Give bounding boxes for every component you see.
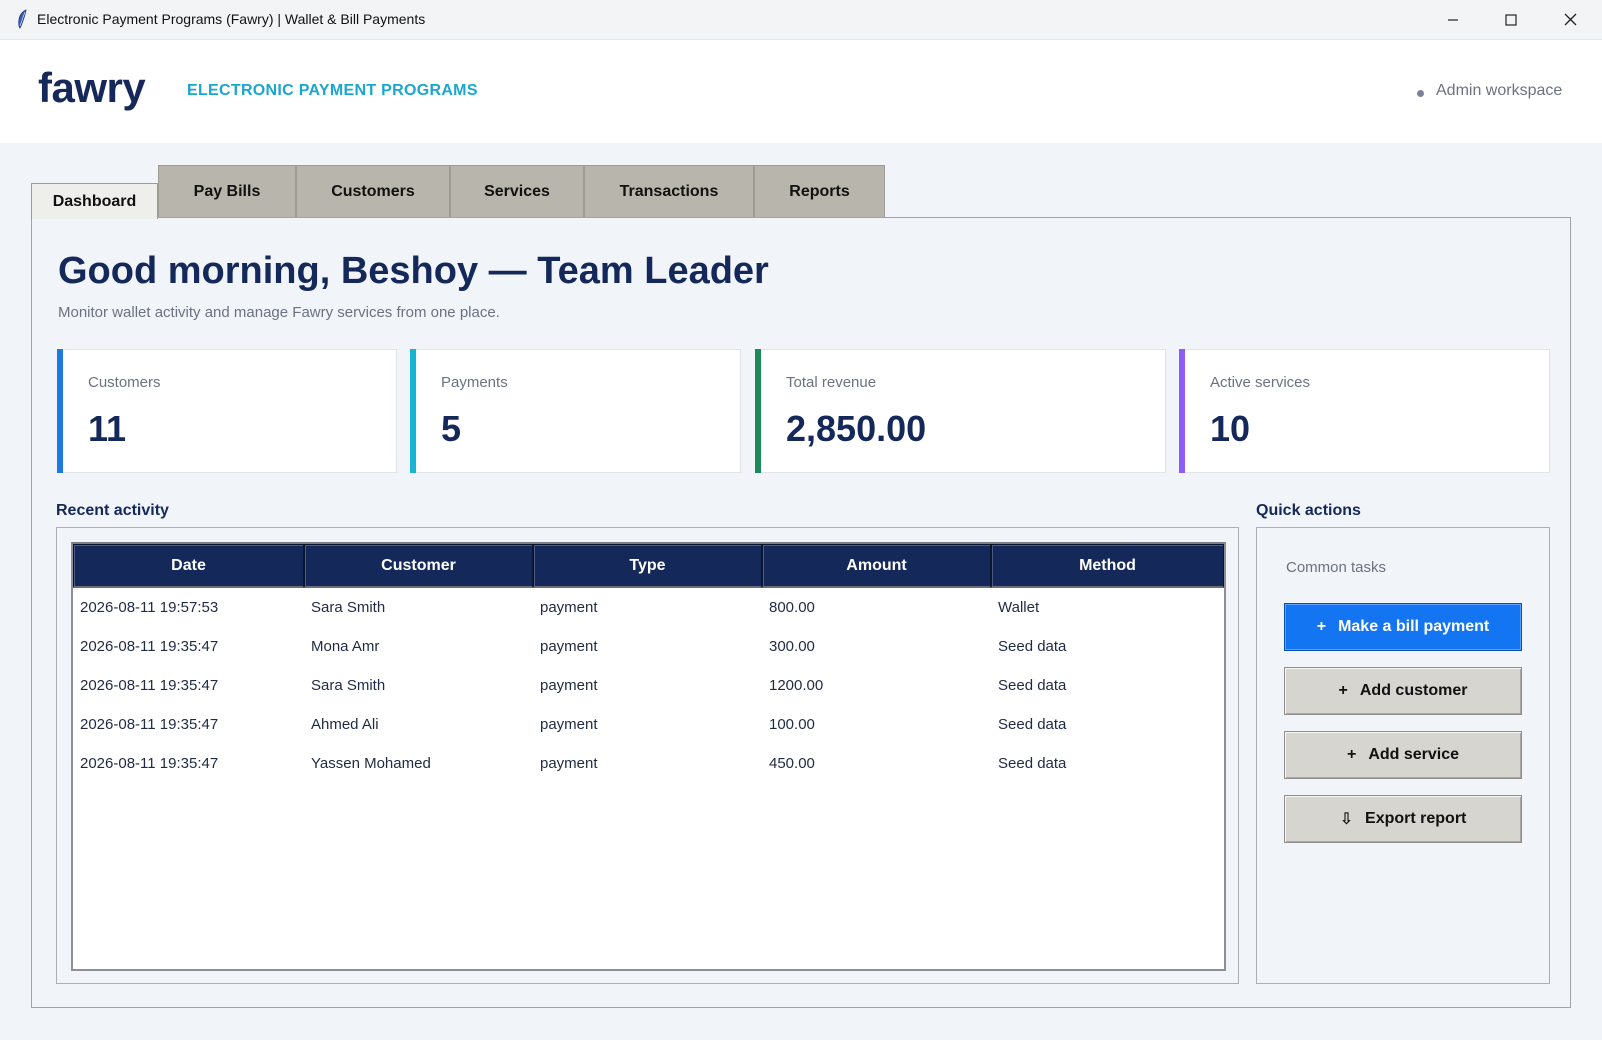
cell-method: Seed data xyxy=(998,755,1067,772)
page-subtitle: Monitor wallet activity and manage Fawry… xyxy=(58,304,500,321)
add-service-button[interactable]: + Add service xyxy=(1284,731,1522,779)
card-accent-stripe xyxy=(57,349,63,473)
cell-amount: 300.00 xyxy=(769,638,815,655)
button-label: Add service xyxy=(1368,746,1460,763)
status-dot-icon xyxy=(1417,90,1424,97)
table-row[interactable]: 2026-08-11 19:35:47 Sara Smith payment 1… xyxy=(73,666,1224,705)
cell-customer: Yassen Mohamed xyxy=(311,755,431,772)
cell-amount: 800.00 xyxy=(769,599,815,616)
quick-actions-title: Quick actions xyxy=(1256,502,1361,519)
cell-date: 2026-08-11 19:57:53 xyxy=(80,599,219,616)
table-row[interactable]: 2026-08-11 19:57:53 Sara Smith payment 8… xyxy=(73,588,1224,627)
button-label: Export report xyxy=(1365,810,1467,827)
export-report-button[interactable]: ⇩ Export report xyxy=(1284,795,1522,843)
window-titlebar: Electronic Payment Programs (Fawry) | Wa… xyxy=(0,0,1602,40)
column-header-type[interactable]: Type xyxy=(533,544,762,588)
button-label: Add customer xyxy=(1359,682,1468,699)
cell-amount: 450.00 xyxy=(769,755,815,772)
tab-pay-bills[interactable]: Pay Bills xyxy=(158,165,296,217)
tab-customers[interactable]: Customers xyxy=(296,165,450,217)
stat-label: Active services xyxy=(1210,374,1311,391)
tab-dashboard[interactable]: Dashboard xyxy=(31,183,158,219)
close-icon[interactable] xyxy=(1541,0,1599,39)
table-row[interactable]: 2026-08-11 19:35:47 Ahmed Ali payment 10… xyxy=(73,705,1224,744)
feather-icon xyxy=(18,9,27,29)
stat-label: Total revenue xyxy=(786,374,877,391)
minimize-icon[interactable] xyxy=(1424,0,1482,39)
stat-card-payments: Payments 5 xyxy=(410,349,741,473)
plus-icon: + xyxy=(1346,746,1357,763)
cell-amount: 100.00 xyxy=(769,716,815,733)
cell-method: Seed data xyxy=(998,638,1067,655)
cell-method: Seed data xyxy=(998,716,1067,733)
cell-type: payment xyxy=(540,599,598,616)
cell-customer: Mona Amr xyxy=(311,638,380,655)
card-accent-stripe xyxy=(755,349,761,473)
button-label: Make a bill payment xyxy=(1338,618,1490,635)
cell-method: Seed data xyxy=(998,677,1067,694)
workspace-label: Admin workspace xyxy=(1436,82,1563,99)
cell-amount: 1200.00 xyxy=(769,677,824,694)
table-row[interactable]: 2026-08-11 19:35:47 Yassen Mohamed payme… xyxy=(73,744,1224,783)
cell-customer: Ahmed Ali xyxy=(311,716,379,733)
plus-icon: + xyxy=(1338,682,1348,699)
plus-icon: + xyxy=(1316,618,1327,635)
cell-type: payment xyxy=(540,716,598,733)
table-row[interactable]: 2026-08-11 19:35:47 Mona Amr payment 300… xyxy=(73,627,1224,666)
cell-date: 2026-08-11 19:35:47 xyxy=(80,677,219,694)
download-icon: ⇩ xyxy=(1339,811,1354,828)
stat-card-revenue: Total revenue 2,850.00 xyxy=(755,349,1166,473)
column-header-amount[interactable]: Amount xyxy=(762,544,991,588)
tab-transactions[interactable]: Transactions xyxy=(584,165,754,217)
make-bill-payment-button[interactable]: + Make a bill payment xyxy=(1284,603,1522,651)
recent-activity-title: Recent activity xyxy=(56,502,169,519)
recent-activity-table[interactable]: Date Customer Type Amount Method 2026-08… xyxy=(71,542,1226,971)
column-header-customer[interactable]: Customer xyxy=(304,544,533,588)
fawry-logo: fawry xyxy=(38,64,146,111)
app-tagline: ELECTRONIC PAYMENT PROGRAMS xyxy=(187,82,478,99)
stat-label: Payments xyxy=(441,374,508,391)
card-accent-stripe xyxy=(410,349,416,473)
cell-customer: Sara Smith xyxy=(311,677,386,694)
quick-actions-subtitle: Common tasks xyxy=(1286,559,1387,576)
cell-type: payment xyxy=(540,677,598,694)
cell-date: 2026-08-11 19:35:47 xyxy=(80,755,219,772)
app-header: fawry ELECTRONIC PAYMENT PROGRAMS Admin … xyxy=(0,40,1602,143)
stat-value: 11 xyxy=(88,408,127,449)
stat-card-services: Active services 10 xyxy=(1179,349,1550,473)
column-header-method[interactable]: Method xyxy=(991,544,1224,588)
page-title: Good morning, Beshoy — Team Leader xyxy=(58,250,769,292)
add-customer-button[interactable]: + Add customer xyxy=(1284,667,1522,715)
tab-reports[interactable]: Reports xyxy=(754,165,885,217)
cell-method: Wallet xyxy=(998,599,1040,616)
cell-date: 2026-08-11 19:35:47 xyxy=(80,638,219,655)
cell-type: payment xyxy=(540,638,598,655)
maximize-icon[interactable] xyxy=(1482,0,1540,39)
stat-label: Customers xyxy=(88,374,161,391)
column-header-date[interactable]: Date xyxy=(73,544,304,588)
cell-type: payment xyxy=(540,755,598,772)
stat-card-customers: Customers 11 xyxy=(57,349,397,473)
cell-date: 2026-08-11 19:35:47 xyxy=(80,716,219,733)
stat-value: 5 xyxy=(441,408,462,449)
window-title: Electronic Payment Programs (Fawry) | Wa… xyxy=(37,11,426,27)
cell-customer: Sara Smith xyxy=(311,599,386,616)
stat-value: 2,850.00 xyxy=(786,408,927,449)
tab-services[interactable]: Services xyxy=(450,165,584,217)
stat-value: 10 xyxy=(1210,408,1251,449)
card-accent-stripe xyxy=(1179,349,1185,473)
